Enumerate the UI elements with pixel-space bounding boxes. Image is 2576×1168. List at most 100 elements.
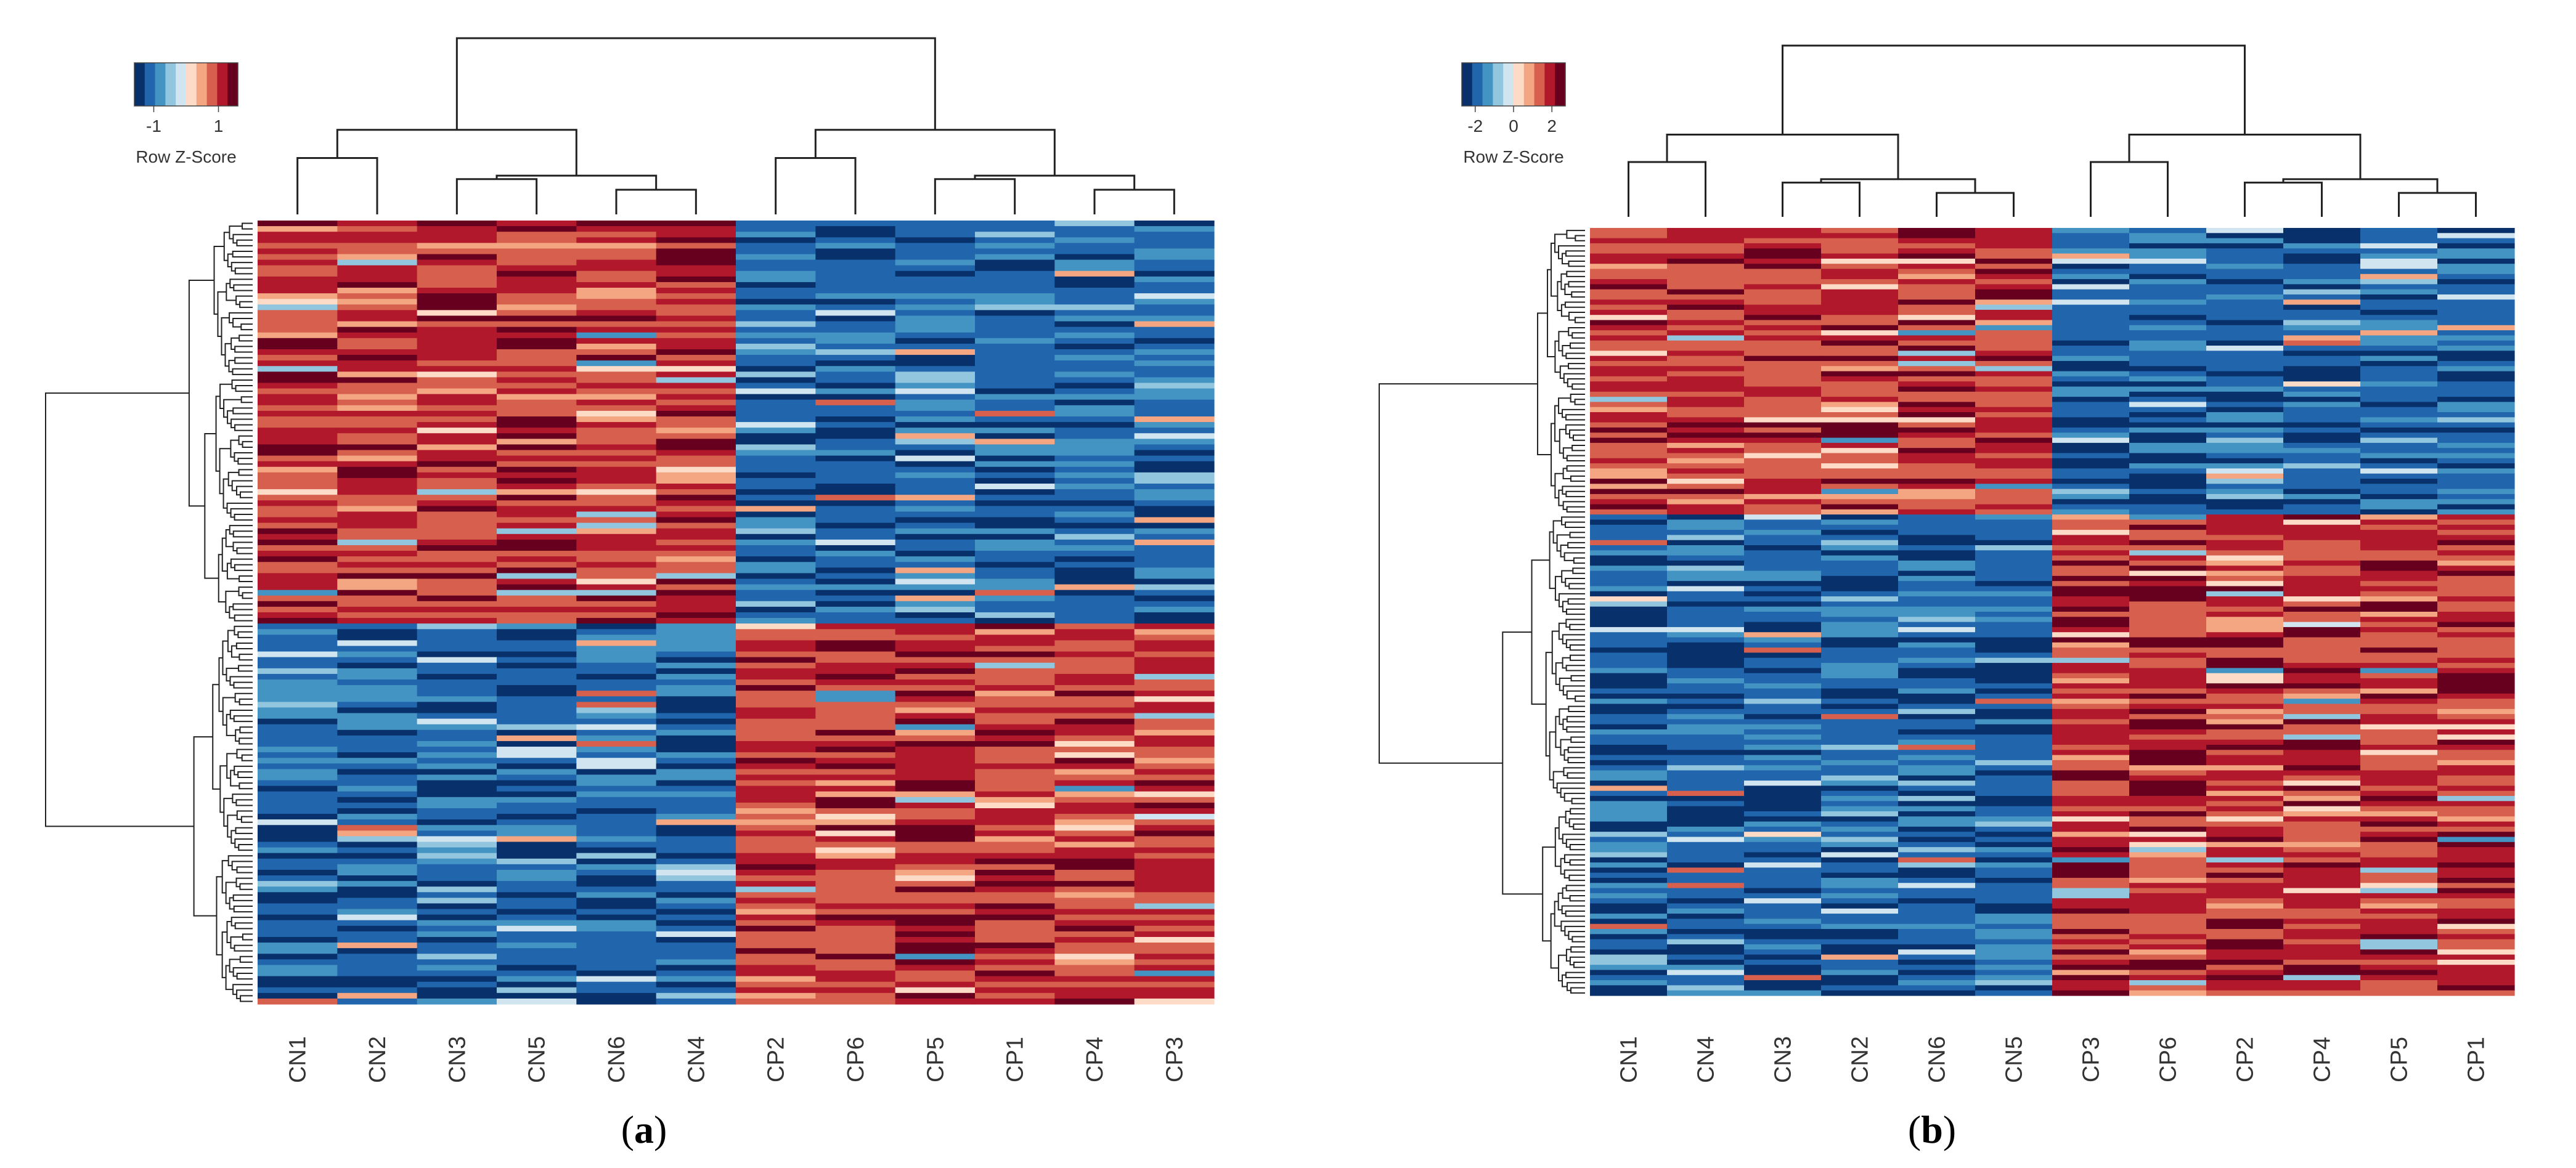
heatmap-a-cell — [337, 444, 418, 451]
heatmap-b-cell — [1744, 714, 1822, 720]
heatmap-a-cell — [1134, 383, 1215, 389]
heatmap-a-cell — [417, 405, 497, 412]
heatmap-b-cell — [1744, 867, 1822, 874]
row-dendrogram-branch — [229, 525, 253, 535]
heatmap-a-cell — [1134, 931, 1215, 938]
heatmap-b-cell — [1898, 959, 1976, 965]
heatmap-a-cell — [895, 405, 976, 412]
heatmap-b-cell — [1975, 509, 2053, 515]
heatmap-a-cell — [497, 618, 577, 624]
heatmap-a-cell — [1054, 920, 1135, 927]
heatmap-b-cell — [2206, 693, 2284, 699]
heatmap-a-cell — [736, 270, 816, 277]
heatmap-b-cell — [2283, 586, 2361, 592]
row-dendrogram-branch — [1566, 690, 1585, 700]
heatmap-b-cell — [1744, 934, 1822, 940]
heatmap-b-cell — [1975, 688, 2053, 694]
heatmap-b-cell — [2052, 309, 2130, 315]
heatmap-a-cell — [417, 472, 497, 479]
heatmap-a-cell — [576, 428, 657, 434]
heatmap-a-cell — [1134, 377, 1215, 384]
heatmap-b-cell — [1821, 289, 1899, 295]
heatmap-b-cell — [2360, 458, 2438, 464]
heatmap-a-cell — [736, 472, 816, 479]
heatmap-a-cell — [258, 808, 338, 814]
heatmap-a-cell — [1054, 489, 1135, 495]
heatmap-a-cell — [258, 265, 338, 272]
heatmap-b-cell — [1898, 519, 1976, 525]
heatmap-a-cell — [736, 466, 816, 473]
heatmap-b-cell — [2437, 714, 2515, 720]
heatmap-b-cell — [2360, 857, 2438, 863]
heatmap-a-cell — [258, 735, 338, 742]
heatmap-b-cell — [2206, 714, 2284, 720]
heatmap-b-cell — [2206, 652, 2284, 659]
heatmap-b-cell — [1667, 796, 1745, 801]
heatmap-a-cell — [337, 830, 418, 837]
heatmap-a-cell — [975, 618, 1055, 624]
heatmap-b-cell — [1821, 284, 1899, 290]
heatmap-a-cell — [975, 288, 1055, 294]
heatmap-b-cell — [2283, 965, 2361, 971]
heatmap-b-cell — [2437, 990, 2515, 996]
heatmap-b-cell — [2360, 397, 2438, 403]
heatmap-b-cell — [1821, 427, 1899, 433]
heatmap-b-cell — [1590, 914, 1668, 919]
heatmap-b-cell — [2360, 545, 2438, 551]
heatmap-b-cell — [1667, 990, 1745, 996]
heatmap-a-cell — [497, 612, 577, 618]
heatmap-a-cell — [975, 477, 1055, 484]
heatmap-a-cell — [1134, 338, 1215, 344]
heatmap-b-cell — [2283, 857, 2361, 863]
heatmap-a-cell — [656, 265, 736, 272]
heatmap-a-cell — [576, 830, 657, 837]
heatmap-a-cell — [656, 371, 736, 378]
heatmap-b-cell — [2437, 397, 2515, 403]
heatmap-b-cell — [1744, 970, 1822, 976]
heatmap-b-cell — [2206, 422, 2284, 428]
heatmap-b-cell — [2360, 601, 2438, 607]
column-label-cn5: CN5 — [524, 1036, 550, 1083]
heatmap-a-cell — [417, 802, 497, 809]
heatmap-b-cell — [2129, 821, 2207, 827]
heatmap-b-cell — [1667, 355, 1745, 362]
heatmap-b-cell — [1590, 458, 1668, 464]
heatmap-b-cell — [1975, 596, 2053, 602]
heatmap-a-cell — [1054, 433, 1135, 439]
heatmap-b-cell — [2129, 335, 2207, 341]
heatmap-a-cell — [895, 920, 976, 927]
heatmap-b-cell — [2052, 729, 2130, 735]
heatmap-b-cell — [2129, 837, 2207, 843]
heatmap-a-cell — [656, 528, 736, 535]
column-label-cn4: CN4 — [1694, 1036, 1719, 1083]
heatmap-b-cell — [1975, 253, 2053, 259]
column-label-cn2: CN2 — [365, 1036, 391, 1083]
heatmap-b-cell — [1744, 877, 1822, 883]
heatmap-a-cell — [1054, 355, 1135, 361]
heatmap-a-cell — [417, 976, 497, 983]
heatmap-a-cell — [895, 522, 976, 529]
heatmap-a-cell — [1054, 556, 1135, 562]
heatmap-a-cell — [815, 702, 896, 708]
heatmap-b-cell — [1898, 524, 1976, 530]
heatmap-b-cell — [1744, 325, 1822, 331]
heatmap-b-cell — [1744, 959, 1822, 965]
heatmap-b-cell — [1821, 744, 1899, 750]
heatmap-b-cell — [1821, 304, 1899, 310]
heatmap-b-cell — [1821, 647, 1899, 654]
heatmap-b-cell — [1898, 923, 1976, 930]
heatmap-b-cell — [1821, 637, 1899, 643]
heatmap-a-cell — [815, 931, 896, 938]
heatmap-b-cell — [1821, 990, 1899, 996]
column-label-cn1: CN1 — [285, 1036, 311, 1083]
heatmap-b-cell — [1821, 360, 1899, 367]
heatmap-b-cell — [2437, 591, 2515, 597]
heatmap-b-cell — [2437, 760, 2515, 766]
row-dendrogram-branch — [1560, 545, 1568, 558]
heatmap-a-cell — [576, 243, 657, 249]
heatmap-b-cell — [1975, 340, 2053, 346]
heatmap-a-cell — [576, 304, 657, 310]
heatmap-b-cell — [2283, 699, 2361, 705]
heatmap-a-cell — [736, 791, 816, 798]
heatmap-b-cell — [1898, 269, 1976, 275]
